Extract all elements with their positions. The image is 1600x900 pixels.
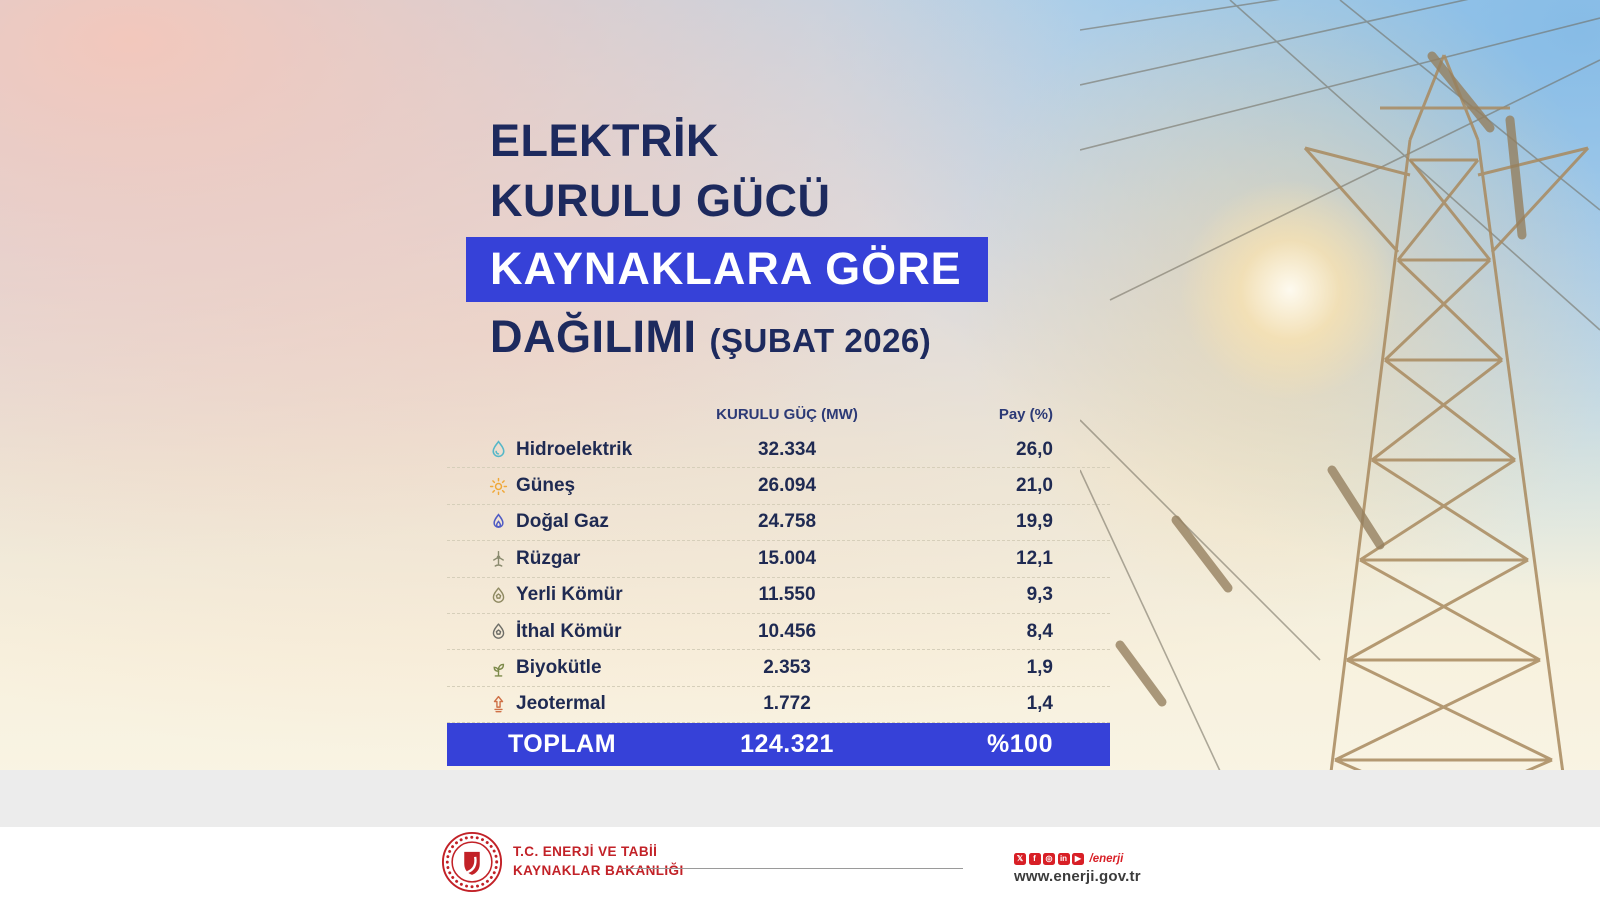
ministry-logo-block: T.C. ENERJİ VE TABİİ KAYNAKLAR BAKANLIĞI — [441, 831, 684, 893]
instagram-icon: ◎ — [1043, 852, 1055, 865]
footer-contact-block: 𝕏 f ◎ in ▶ /enerji www.enerji.gov.tr — [1014, 852, 1141, 885]
table-row: Hidroelektrik 32.334 26,0 — [447, 432, 1110, 469]
capacity-value: 15.004 — [757, 547, 817, 569]
table-row: Doğal Gaz 24.758 19,9 — [447, 505, 1110, 542]
table-row: Biyokütle 2.353 1,9 — [447, 650, 1110, 687]
plant-icon — [488, 658, 509, 679]
social-media-row: 𝕏 f ◎ in ▶ /enerji — [1014, 852, 1141, 865]
capacity-value: 24.758 — [757, 511, 817, 533]
footer-divider-band — [0, 770, 1600, 827]
website-url: www.enerji.gov.tr — [1014, 868, 1141, 885]
source-label: Rüzgar — [516, 547, 581, 569]
source-label: Hidroelektrik — [516, 438, 633, 460]
flame-icon — [488, 512, 509, 533]
power-lines — [1080, 0, 1600, 900]
share-value: 8,4 — [1026, 620, 1053, 642]
share-value: 1,4 — [1026, 693, 1053, 715]
capacity-value: 1.772 — [763, 693, 811, 715]
ministry-name-line-1: T.C. ENERJİ VE TABİİ — [513, 844, 658, 860]
coal-icon — [488, 621, 509, 642]
x-social-icon: 𝕏 — [1014, 852, 1026, 865]
title-line-2: KURULU GÜCÜ — [490, 175, 831, 226]
linkedin-icon: in — [1057, 852, 1070, 865]
source-label: Yerli Kömür — [516, 584, 623, 606]
share-value: 26,0 — [1016, 438, 1053, 460]
title-line-4-main: DAĞILIMI — [490, 311, 697, 362]
table-header-row: KURULU GÜÇ (MW) Pay (%) — [447, 396, 1110, 432]
title-line-1: ELEKTRİK — [490, 115, 719, 166]
facebook-icon: f — [1028, 852, 1041, 865]
share-value: 21,0 — [1016, 475, 1053, 497]
source-label: İthal Kömür — [516, 620, 622, 642]
table-row: Jeotermal 1.772 1,4 — [447, 687, 1110, 724]
share-value: 19,9 — [1016, 511, 1053, 533]
table-row: İthal Kömür 10.456 8,4 — [447, 614, 1110, 651]
coal-icon — [488, 585, 509, 606]
footer-divider-line — [620, 868, 963, 869]
total-row: TOPLAM 124.321 %100 — [447, 723, 1110, 767]
ministry-name: T.C. ENERJİ VE TABİİ KAYNAKLAR BAKANLIĞI — [513, 843, 684, 881]
total-capacity-value: 124.321 — [740, 730, 834, 759]
total-label: TOPLAM — [507, 730, 617, 759]
title-line-3: KAYNAKLARA GÖRE — [466, 237, 988, 302]
title-highlight-band: KAYNAKLARA GÖRE — [466, 237, 988, 302]
capacity-value: 10.456 — [757, 620, 817, 642]
title-date: (ŞUBAT 2026) — [709, 322, 932, 359]
capacity-value: 2.353 — [763, 657, 811, 679]
ministry-emblem-icon — [441, 831, 503, 893]
capacity-table: KURULU GÜÇ (MW) Pay (%) Hidroelektrik 32… — [447, 396, 1110, 767]
transmission-tower-image — [1080, 0, 1600, 900]
source-label: Doğal Gaz — [516, 511, 609, 533]
ministry-name-line-2: KAYNAKLAR BAKANLIĞI — [513, 863, 684, 878]
source-label: Biyokütle — [516, 657, 602, 679]
water-drop-icon — [488, 439, 509, 460]
capacity-value: 11.550 — [758, 584, 816, 606]
title-line-4: DAĞILIMI (ŞUBAT 2026) — [490, 314, 988, 359]
source-label: Jeotermal — [516, 693, 606, 715]
capacity-value: 26.094 — [757, 475, 817, 497]
page-title: ELEKTRİK KURULU GÜCÜ KAYNAKLARA GÖRE DAĞ… — [466, 115, 988, 359]
table-row: Yerli Kömür 11.550 9,3 — [447, 578, 1110, 614]
youtube-icon: ▶ — [1072, 852, 1084, 865]
social-handle: /enerji — [1089, 852, 1124, 865]
share-value: 12,1 — [1016, 547, 1053, 569]
column-header-share: Pay (%) — [998, 405, 1053, 423]
share-value: 1,9 — [1026, 657, 1053, 679]
capacity-value: 32.334 — [757, 438, 817, 460]
geothermal-icon — [488, 694, 509, 715]
share-value: 9,3 — [1026, 584, 1053, 606]
wind-turbine-icon — [488, 548, 509, 569]
insulator-strings — [1115, 51, 1527, 707]
total-share-value: %100 — [987, 730, 1053, 759]
column-header-capacity: KURULU GÜÇ (MW) — [716, 405, 858, 423]
sun-icon — [488, 476, 509, 497]
footer: T.C. ENERJİ VE TABİİ KAYNAKLAR BAKANLIĞI… — [0, 827, 1600, 900]
table-row: Güneş 26.094 21,0 — [447, 468, 1110, 505]
table-row: Rüzgar 15.004 12,1 — [447, 541, 1110, 578]
source-label: Güneş — [516, 475, 576, 497]
